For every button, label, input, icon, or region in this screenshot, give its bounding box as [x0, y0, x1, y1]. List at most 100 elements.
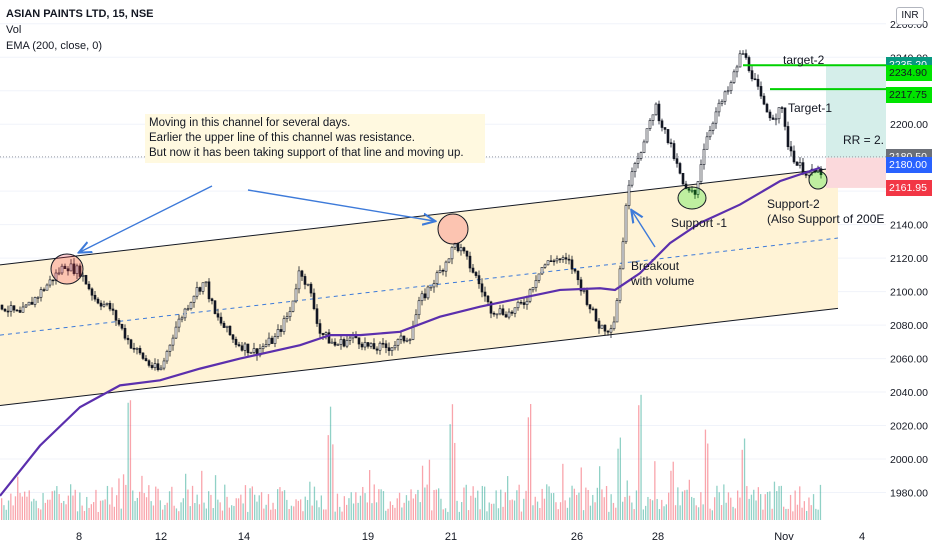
- candle-body: [339, 339, 343, 345]
- volume-bar: [442, 509, 444, 520]
- volume-bar: [3, 505, 5, 520]
- volume-bar: [617, 448, 619, 520]
- symbol-title[interactable]: ASIAN PAINTS LTD, 15, NSE: [6, 8, 154, 20]
- candle-body: [525, 300, 529, 305]
- candle-body: [243, 343, 247, 351]
- volume-bar: [732, 506, 734, 520]
- candle-body: [36, 296, 40, 299]
- volume-bar: [217, 499, 219, 520]
- volume-bar: [555, 502, 557, 520]
- volume-bar: [562, 463, 564, 520]
- volume-bar: [431, 510, 433, 520]
- volume-bar: [212, 508, 214, 520]
- volume-bar: [341, 511, 343, 520]
- volume-bar: [789, 494, 792, 520]
- note-line-1: Moving in this channel for several days.: [149, 117, 351, 129]
- candle-body: [645, 128, 649, 143]
- volume-bar: [125, 484, 127, 520]
- candlesticks: [0, 49, 823, 372]
- price-axis-bg: [886, 0, 932, 550]
- candle-body: [471, 267, 475, 273]
- volume-bar: [495, 490, 497, 520]
- volume-bar: [619, 437, 621, 520]
- candle-body: [42, 289, 46, 291]
- volume-bar: [651, 500, 654, 520]
- volume-legend[interactable]: Vol: [6, 24, 22, 36]
- volume-bar: [518, 484, 520, 520]
- candle-body: [342, 339, 346, 347]
- volume-bar: [102, 500, 104, 520]
- candle-body: [630, 171, 634, 186]
- candle-body: [57, 272, 61, 275]
- volume-bar: [548, 486, 550, 520]
- volume-bar: [806, 510, 808, 520]
- volume-bar: [53, 490, 56, 520]
- currency-button[interactable]: INR: [896, 7, 924, 25]
- candle-body: [789, 146, 793, 152]
- price-tick-label: 2020.00: [890, 421, 928, 433]
- candle-body: [396, 339, 400, 346]
- candle-body: [633, 163, 637, 173]
- volume-bar: [716, 485, 718, 520]
- volume-bar: [467, 510, 470, 520]
- candle-body: [219, 316, 223, 324]
- volume-bar: [592, 494, 594, 520]
- volume-bar: [511, 499, 513, 520]
- volume-bar: [628, 495, 631, 520]
- volume-bar: [582, 510, 585, 520]
- volume-bar: [297, 500, 299, 520]
- candle-body: [105, 302, 109, 305]
- volume-bar: [801, 507, 803, 520]
- candle-body: [135, 347, 139, 350]
- candle-body: [300, 270, 304, 277]
- volume-bar: [49, 499, 51, 520]
- volume-bar: [550, 493, 552, 520]
- candle-body: [399, 335, 403, 340]
- candle-body: [33, 297, 37, 305]
- volume-bar: [339, 506, 341, 520]
- volume-bar: [730, 497, 732, 520]
- candle-body: [129, 339, 133, 349]
- time-axis[interactable]: 8 12 14 19 21 26 28 Nov 4: [76, 531, 865, 543]
- volume-bar: [258, 495, 260, 520]
- candle-body: [579, 279, 583, 292]
- ema-legend[interactable]: EMA (200, close, 0): [6, 40, 102, 52]
- candle-body: [576, 270, 580, 281]
- resistance-circle-2: [437, 213, 469, 245]
- price-axis[interactable]: 1980.00 2000.00 2020.00 2040.00 2060.00 2080.…: [886, 0, 932, 550]
- candle-body: [693, 189, 697, 195]
- candle-body: [492, 312, 496, 315]
- volume-bar: [122, 474, 125, 520]
- volume-bar: [226, 496, 228, 520]
- candle-body: [126, 337, 130, 341]
- candle-body: [432, 283, 436, 288]
- volume-bar: [198, 504, 201, 520]
- volume-bar: [428, 459, 431, 520]
- volume-bar: [737, 490, 739, 520]
- volume-bar: [111, 487, 113, 520]
- volume-bar: [244, 485, 247, 520]
- volume-bar: [410, 489, 412, 520]
- candle-body: [387, 347, 391, 352]
- volume-bar: [810, 505, 812, 520]
- volume-bar: [796, 504, 799, 520]
- candle-body: [162, 360, 166, 369]
- candle-body: [744, 53, 748, 58]
- candle-body: [327, 332, 331, 344]
- volume-bar: [780, 485, 782, 520]
- candle-body: [123, 327, 127, 339]
- volume-bar: [516, 490, 518, 520]
- volume-bar: [424, 487, 426, 520]
- ema-200-line: [0, 166, 821, 497]
- volume-bar: [394, 507, 396, 520]
- volume-bar: [281, 491, 283, 520]
- candle-body: [549, 260, 553, 263]
- volume-bar: [569, 497, 571, 520]
- volume-bar: [513, 500, 516, 520]
- volume-bar: [180, 502, 182, 520]
- candle-body: [795, 161, 799, 166]
- volume-bar: [316, 500, 318, 520]
- volume-bar: [359, 495, 362, 520]
- volume-bar: [746, 486, 748, 520]
